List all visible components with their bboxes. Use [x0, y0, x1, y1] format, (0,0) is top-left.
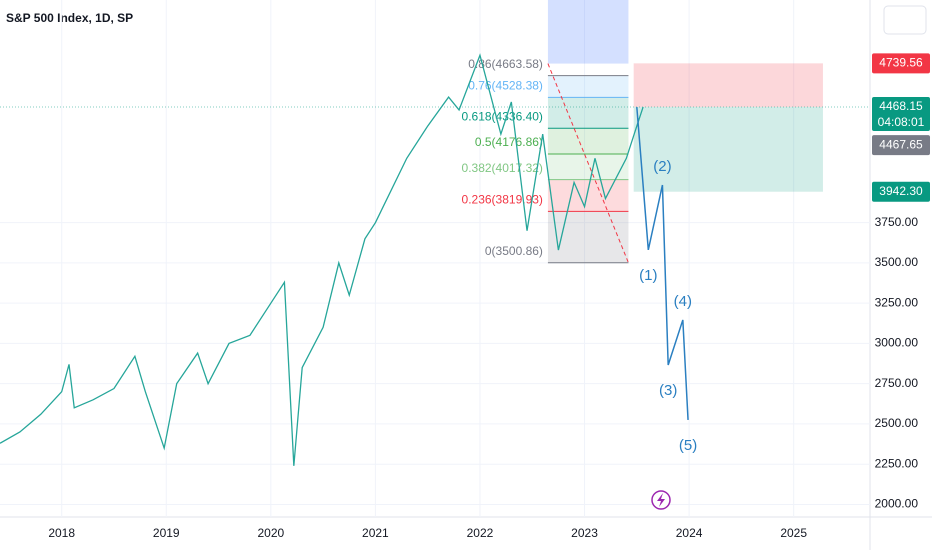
x-tick-label: 2019 [153, 526, 180, 540]
fib-label: 0.618(4336.40) [462, 109, 543, 123]
fib-label: 0(3500.86) [485, 244, 543, 258]
price-label: 4739.56 [879, 56, 923, 70]
wave-projection [636, 106, 689, 420]
settings-button[interactable] [883, 5, 927, 35]
fib-label: 0.76(4528.38) [468, 79, 543, 93]
y-tick-label: 3250.00 [875, 295, 919, 309]
wave-label: (3) [659, 382, 677, 399]
x-tick-label: 2025 [780, 526, 807, 540]
y-tick-label: 3750.00 [875, 215, 919, 229]
fib-band [547, 128, 629, 154]
fib-band [547, 75, 629, 98]
wave-label: (4) [674, 293, 692, 310]
stop-zone [633, 63, 823, 108]
fib-label: 0.5(4176.86) [475, 135, 543, 149]
price-label: 4467.65 [879, 137, 923, 151]
price-label-bg [872, 135, 930, 156]
price-label-bg [872, 53, 930, 74]
x-tick-label: 2018 [48, 526, 75, 540]
wave-label: (2) [653, 158, 671, 175]
wave-label: (5) [679, 437, 697, 454]
price-label: 3942.30 [879, 184, 923, 198]
range-highlight [547, 0, 629, 64]
x-tick-label: 2021 [362, 526, 389, 540]
price-line-series [0, 53, 644, 466]
countdown: 04:08:01 [878, 115, 925, 129]
price-label-bg [872, 97, 930, 132]
x-tick-label: 2020 [257, 526, 284, 540]
fib-band [547, 153, 629, 180]
fib-label: 0.382(4017.32) [462, 161, 543, 175]
fib-label: 0.86(4663.58) [468, 57, 543, 71]
y-tick-label: 3000.00 [875, 336, 919, 350]
price-label-bg [872, 181, 930, 202]
y-tick-label: 2500.00 [875, 416, 919, 430]
fib-band [547, 97, 629, 129]
event-icon-bolt [657, 493, 665, 507]
y-tick-label: 3500.00 [875, 255, 919, 269]
x-tick-label: 2022 [467, 526, 494, 540]
fib-band [547, 179, 629, 212]
target-zone [633, 107, 823, 192]
y-tick-label: 2250.00 [875, 456, 919, 470]
wave-label: (1) [639, 267, 657, 284]
price-label: 4468.15 [879, 99, 923, 113]
y-tick-label: 2000.00 [875, 497, 919, 511]
chart-title: S&P 500 Index, 1D, SP [6, 11, 133, 25]
x-tick-label: 2024 [676, 526, 703, 540]
y-tick-label: 2750.00 [875, 376, 919, 390]
fib-band [547, 211, 629, 263]
trend-line [547, 63, 629, 263]
x-tick-label: 2023 [571, 526, 598, 540]
